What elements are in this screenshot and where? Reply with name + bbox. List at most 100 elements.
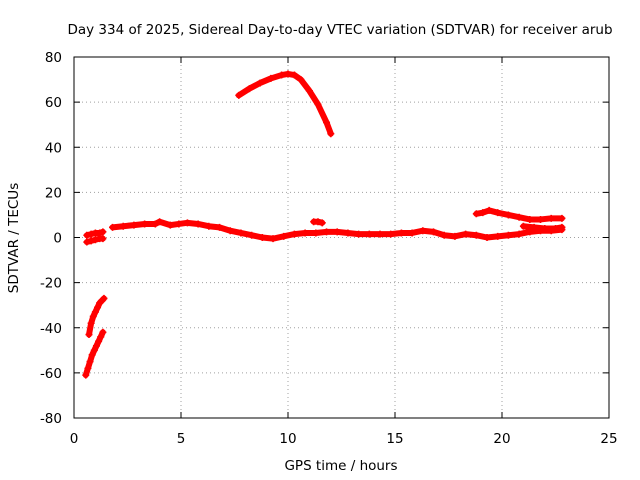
data-point [558,223,566,231]
data-point [92,342,100,350]
data-point [318,219,326,227]
data-point [90,346,98,354]
data-point [99,235,107,243]
data-point [269,235,277,243]
data-point [541,224,549,232]
data-point [226,227,234,235]
data-point [166,221,174,229]
data-point [494,209,502,217]
y-tick-label: 80 [45,50,62,66]
data-point [290,230,298,238]
data-point [327,130,335,138]
data-point [84,364,92,372]
data-point [245,85,253,93]
data-point [89,312,97,320]
data-point [88,351,96,359]
data-point [156,218,164,226]
data-point [312,229,320,237]
x-axis-label: GPS time / hours [284,458,397,474]
data-points [82,70,566,379]
data-point [462,230,470,238]
data-point [91,236,99,244]
data-point [99,328,107,336]
data-point [297,76,305,84]
data-point [547,214,555,222]
data-point [479,209,487,217]
data-point [194,220,202,228]
data-point [267,74,275,82]
series-late-band [473,207,565,223]
data-point [305,87,313,95]
data-point [109,223,117,231]
axis-ticks: 0 5 10 15 20 25 -80 -60 -40 -20 0 20 40 60 80 [40,50,618,447]
y-tick-label: -60 [40,366,62,382]
data-point [87,319,95,327]
data-point [119,222,127,230]
data-point [419,227,427,235]
data-point [344,229,352,237]
x-tick-label: 5 [177,431,186,447]
data-point [205,222,213,230]
data-point [83,238,91,246]
x-tick-label: 20 [493,431,510,447]
series-trace [473,207,565,223]
data-point [99,228,107,236]
x-tick-label: 10 [279,431,296,447]
data-point [515,213,523,221]
data-point [216,223,224,231]
data-point [97,333,105,341]
data-point [87,230,95,238]
data-point [323,228,331,236]
data-point [95,337,103,345]
data-point [365,230,373,238]
x-tick-label: 25 [600,431,617,447]
data-point [85,331,93,339]
data-point [284,70,292,78]
y-tick-label: -80 [40,411,62,427]
data-point [323,118,331,126]
data-point [397,229,405,237]
y-tick-label: 40 [45,140,62,156]
data-point [314,218,322,226]
data-point [530,223,538,231]
data-point [333,228,341,236]
y-tick-label: 60 [45,95,62,111]
data-point [355,230,363,238]
data-point [485,206,493,214]
data-point [130,221,138,229]
data-point [451,232,459,240]
data-point [237,229,245,237]
data-point [526,215,534,223]
data-point [278,71,286,79]
data-point [472,231,480,239]
x-tick-label: 15 [386,431,403,447]
data-point [100,294,108,302]
data-point [290,71,298,79]
y-tick-label: -40 [40,321,62,337]
data-point [558,214,566,222]
data-point [86,358,94,366]
data-point [248,231,256,239]
data-point [280,232,288,240]
data-point [83,231,91,239]
data-point [515,230,523,238]
data-point [258,234,266,241]
data-point [537,215,545,223]
x-tick-label: 0 [70,431,79,447]
data-point [91,308,99,316]
data-point [141,220,149,228]
data-point [519,222,527,230]
data-point [175,220,183,228]
data-point [504,231,512,239]
grid [74,57,609,418]
data-point [376,230,384,238]
data-point [94,303,102,311]
data-point [472,210,480,218]
data-point [552,224,559,232]
y-tick-label: 0 [53,231,62,247]
data-point [314,100,322,108]
data-point [408,229,416,237]
data-point [440,231,448,239]
y-tick-label: 20 [45,185,62,201]
